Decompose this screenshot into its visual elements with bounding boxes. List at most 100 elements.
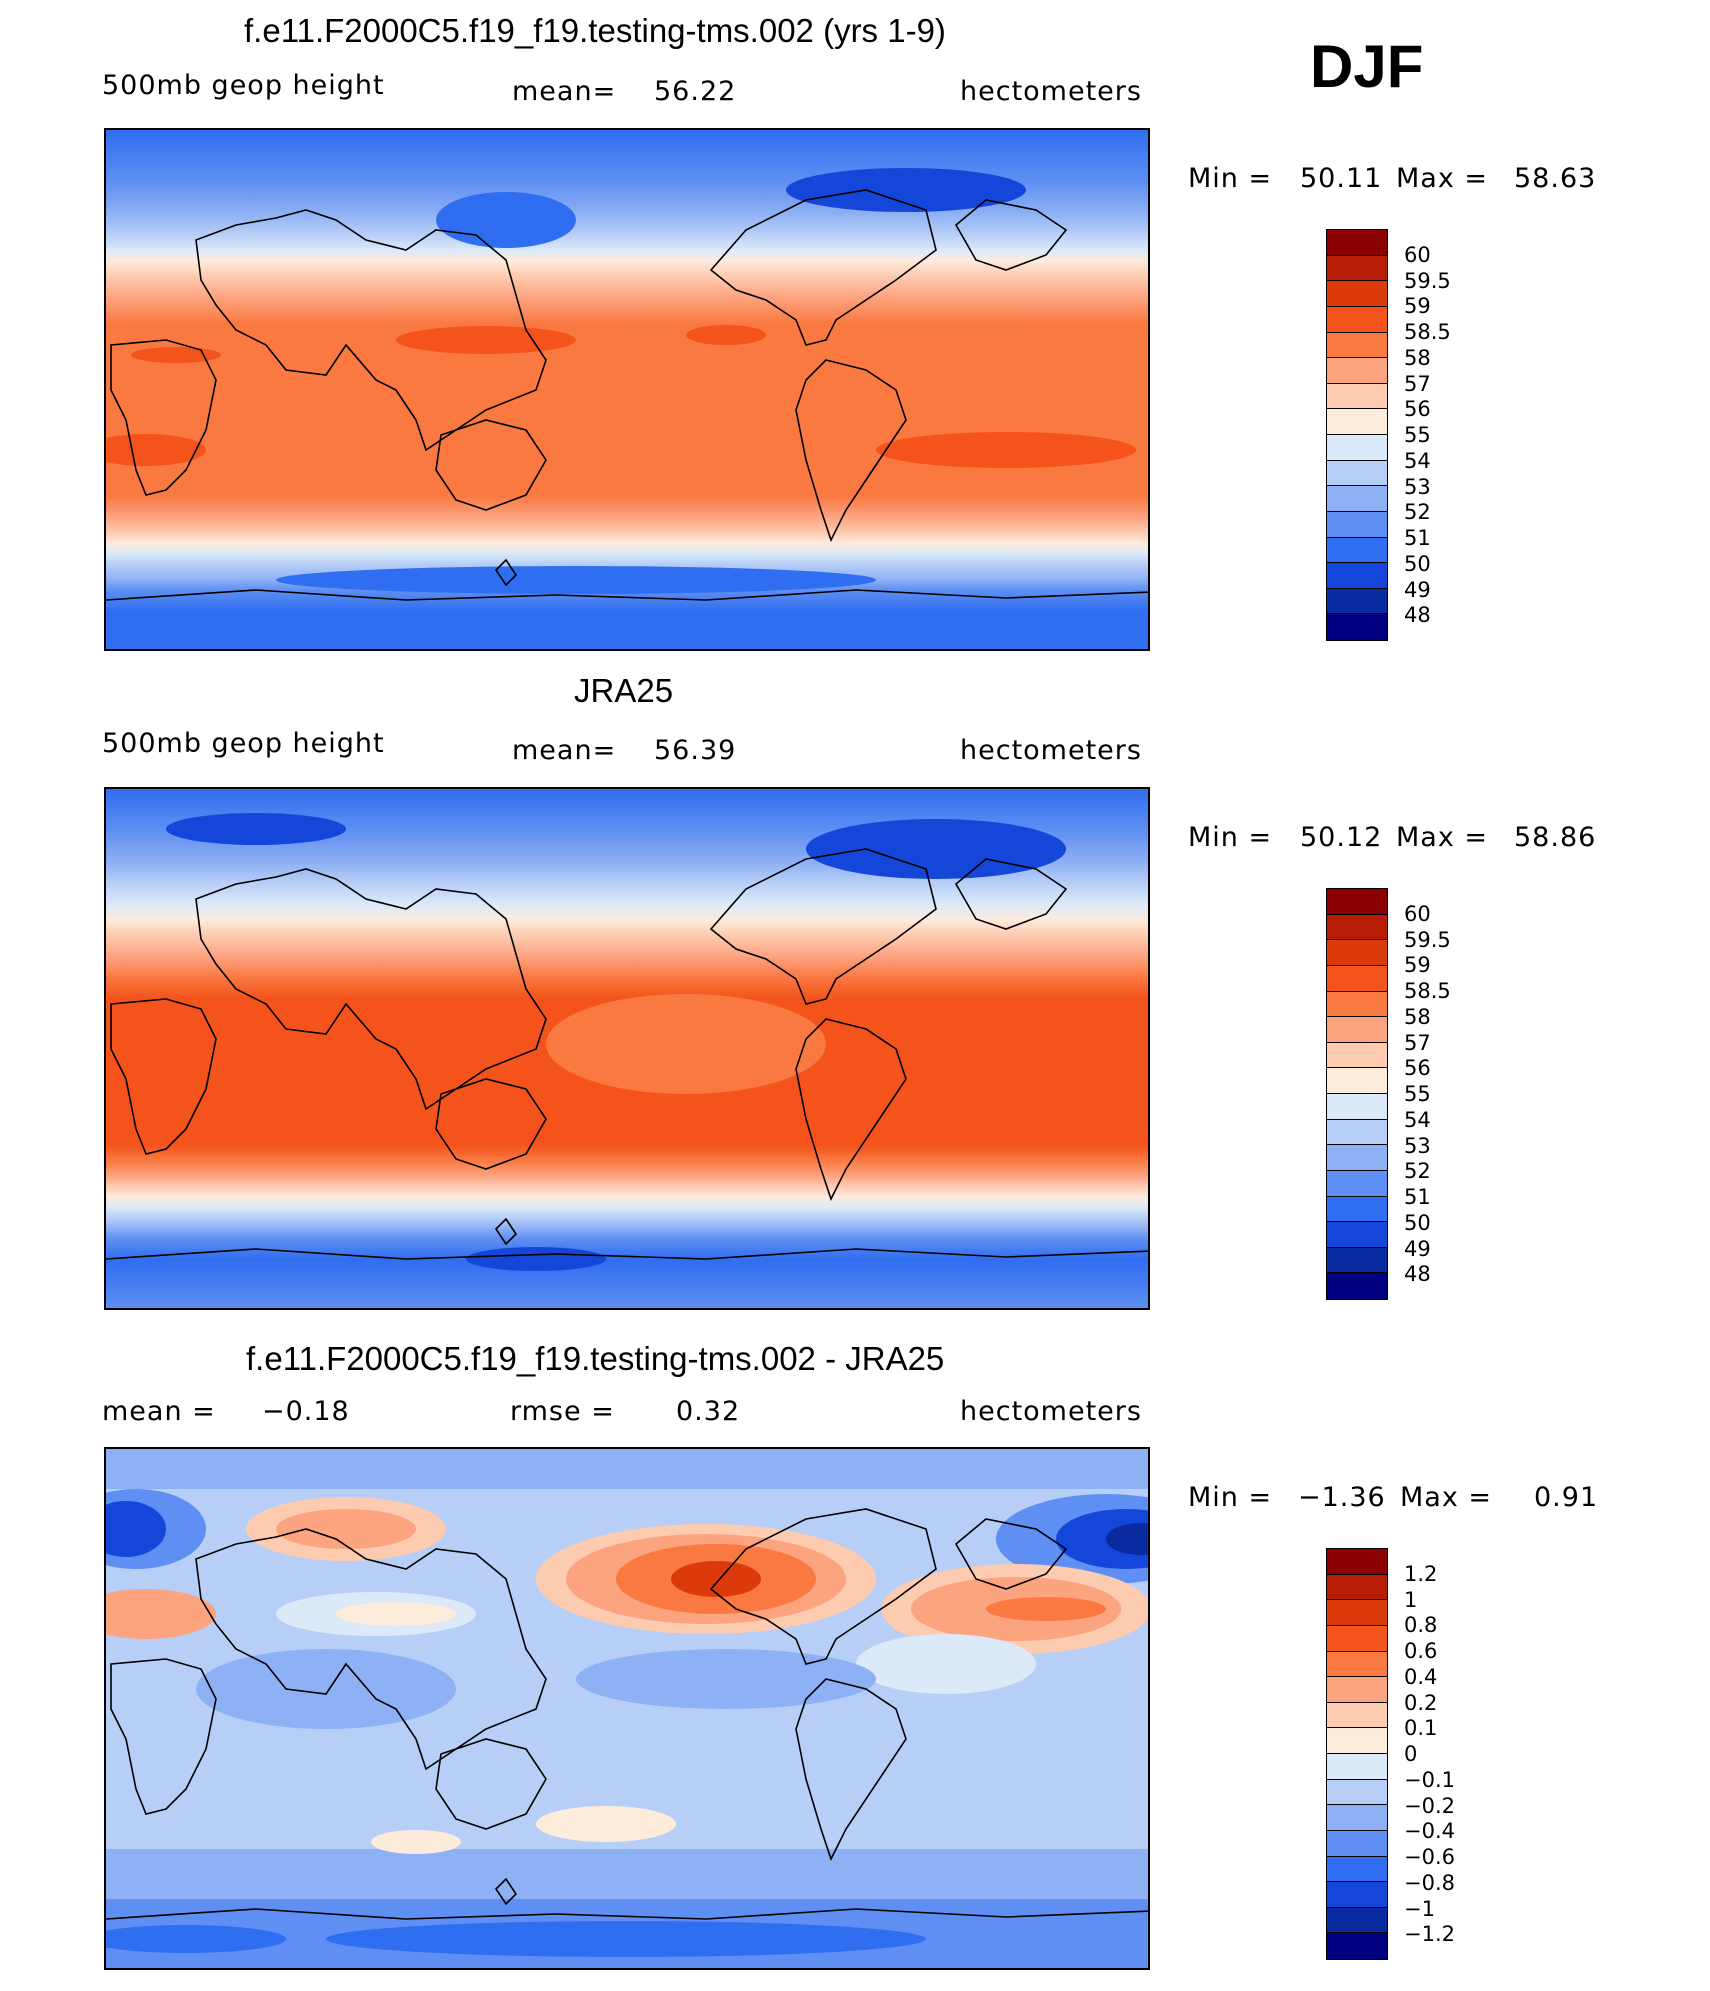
colorbar-tick-label: 53 <box>1404 474 1431 499</box>
colorbar-swatch <box>1327 965 1387 992</box>
colorbar-tick-label: −0.6 <box>1404 1845 1455 1869</box>
colorbar-swatch <box>1327 1933 1387 1959</box>
colorbar-swatch <box>1327 230 1387 256</box>
colorbar-swatch <box>1327 1728 1387 1754</box>
colorbar-swatch <box>1327 383 1387 410</box>
colorbar-swatch <box>1327 511 1387 538</box>
panel-diff-mean-label: mean = <box>102 1396 216 1427</box>
colorbar-tick-label: 53 <box>1404 1133 1431 1158</box>
panel-diff-rmse-label: rmse = <box>510 1396 615 1427</box>
colorbar-tick-label: 51 <box>1404 1185 1431 1209</box>
colorbar-swatch <box>1327 1779 1387 1806</box>
colorbar-tick-label: 0.8 <box>1404 1613 1438 1638</box>
colorbar-swatch <box>1327 1651 1387 1678</box>
panel-diff-units: hectometers <box>960 1396 1142 1427</box>
colorbar-swatch <box>1327 1094 1387 1120</box>
panel-diff-title: f.e11.F2000C5.f19_f19.testing-tms.002 - … <box>246 1340 945 1377</box>
colorbar-swatch <box>1327 1830 1387 1857</box>
panel-diff-rmse-value: 0.32 <box>676 1396 741 1427</box>
panel-diff-min-label: Min = <box>1188 1482 1273 1513</box>
colorbar-tick-label: 48 <box>1404 1262 1431 1287</box>
colorbar-tick-label: 59.5 <box>1404 268 1451 293</box>
panel-obs-max-label: Max = <box>1396 822 1489 853</box>
colorbar-swatch <box>1327 889 1387 915</box>
panel-obs-mean-value: 56.39 <box>654 735 737 766</box>
colorbar-tick-label: 58 <box>1404 345 1431 370</box>
colorbar-tick-label: −0.8 <box>1404 1870 1455 1895</box>
colorbar-tick-label: 51 <box>1404 526 1431 550</box>
diff-contour-field <box>106 1449 1148 1968</box>
colorbar-tick-label: 60 <box>1404 901 1431 926</box>
panel-diff-colorbar <box>1326 1548 1388 1960</box>
colorbar-tick-label: 59 <box>1404 953 1431 978</box>
obs-contour-field <box>106 789 1148 1308</box>
colorbar-tick-label: 54 <box>1404 448 1431 473</box>
colorbar-swatch <box>1327 1600 1387 1626</box>
colorbar-tick-label: −0.1 <box>1404 1767 1455 1792</box>
colorbar-swatch <box>1327 1754 1387 1780</box>
colorbar-tick-label: 54 <box>1404 1107 1431 1132</box>
panel-obs-units: hectometers <box>960 735 1142 766</box>
panel-obs-min-label: Min = <box>1188 822 1273 853</box>
colorbar-tick-label: 1.2 <box>1404 1561 1438 1586</box>
colorbar-tick-label: 49 <box>1404 1236 1431 1261</box>
colorbar-tick-label: −1.2 <box>1404 1922 1455 1947</box>
colorbar-swatch <box>1327 1549 1387 1575</box>
colorbar-swatch <box>1327 255 1387 282</box>
colorbar-tick-label: 52 <box>1404 500 1431 525</box>
colorbar-swatch <box>1327 281 1387 307</box>
colorbar-swatch <box>1327 563 1387 589</box>
colorbar-swatch <box>1327 1273 1387 1299</box>
colorbar-tick-label: 56 <box>1404 397 1431 422</box>
colorbar-swatch <box>1327 306 1387 333</box>
colorbar-tick-label: 50 <box>1404 551 1431 576</box>
panel-diff-mean-value: −0.18 <box>262 1396 350 1427</box>
colorbar-swatch <box>1327 1170 1387 1197</box>
colorbar-tick-label: 55 <box>1404 423 1431 447</box>
colorbar-tick-label: 58 <box>1404 1004 1431 1029</box>
panel-diff-max-label: Max = <box>1400 1482 1493 1513</box>
colorbar-swatch <box>1327 1017 1387 1043</box>
colorbar-tick-label: 57 <box>1404 1030 1431 1055</box>
colorbar-tick-label: −1 <box>1404 1896 1435 1921</box>
colorbar-swatch <box>1327 1145 1387 1171</box>
colorbar-tick-label: −0.2 <box>1404 1793 1455 1818</box>
panel-obs-variable: 500mb geop height <box>102 728 385 759</box>
colorbar-swatch <box>1327 614 1387 640</box>
colorbar-swatch <box>1327 1247 1387 1274</box>
season-label: DJF <box>1310 33 1424 100</box>
colorbar-swatch <box>1327 1907 1387 1934</box>
panel-obs-map <box>104 787 1150 1310</box>
colorbar-swatch <box>1327 588 1387 615</box>
colorbar-swatch <box>1327 1222 1387 1248</box>
panel-model-max-value: 58.63 <box>1514 163 1597 194</box>
colorbar-tick-label: 59 <box>1404 294 1431 319</box>
colorbar-swatch <box>1327 914 1387 941</box>
colorbar-tick-label: 60 <box>1404 242 1431 267</box>
colorbar-swatch <box>1327 486 1387 512</box>
panel-obs-title: JRA25 <box>574 672 674 709</box>
panel-model-title: f.e11.F2000C5.f19_f19.testing-tms.002 (y… <box>244 12 946 49</box>
obs-coastlines <box>106 848 1148 1260</box>
colorbar-tick-label: −0.4 <box>1404 1819 1455 1844</box>
panel-model-units: hectometers <box>960 76 1142 107</box>
colorbar-tick-label: 59.5 <box>1404 927 1451 952</box>
colorbar-tick-label: 1 <box>1404 1587 1418 1612</box>
colorbar-swatch <box>1327 1574 1387 1601</box>
colorbar-swatch <box>1327 940 1387 966</box>
colorbar-swatch <box>1327 1805 1387 1831</box>
colorbar-swatch <box>1327 991 1387 1018</box>
colorbar-tick-label: 0.1 <box>1404 1716 1438 1741</box>
colorbar-swatch <box>1327 460 1387 487</box>
colorbar-swatch <box>1327 537 1387 564</box>
colorbar-tick-label: 58.5 <box>1404 320 1451 344</box>
colorbar-tick-label: 0 <box>1404 1742 1418 1766</box>
colorbar-swatch <box>1327 1196 1387 1223</box>
colorbar-tick-label: 50 <box>1404 1210 1431 1235</box>
colorbar-swatch <box>1327 1119 1387 1146</box>
colorbar-tick-label: 56 <box>1404 1056 1431 1081</box>
panel-model-map <box>104 128 1150 651</box>
colorbar-swatch <box>1327 1856 1387 1883</box>
panel-model-mean-label: mean= <box>512 76 617 107</box>
model-contour-field <box>106 130 1148 649</box>
